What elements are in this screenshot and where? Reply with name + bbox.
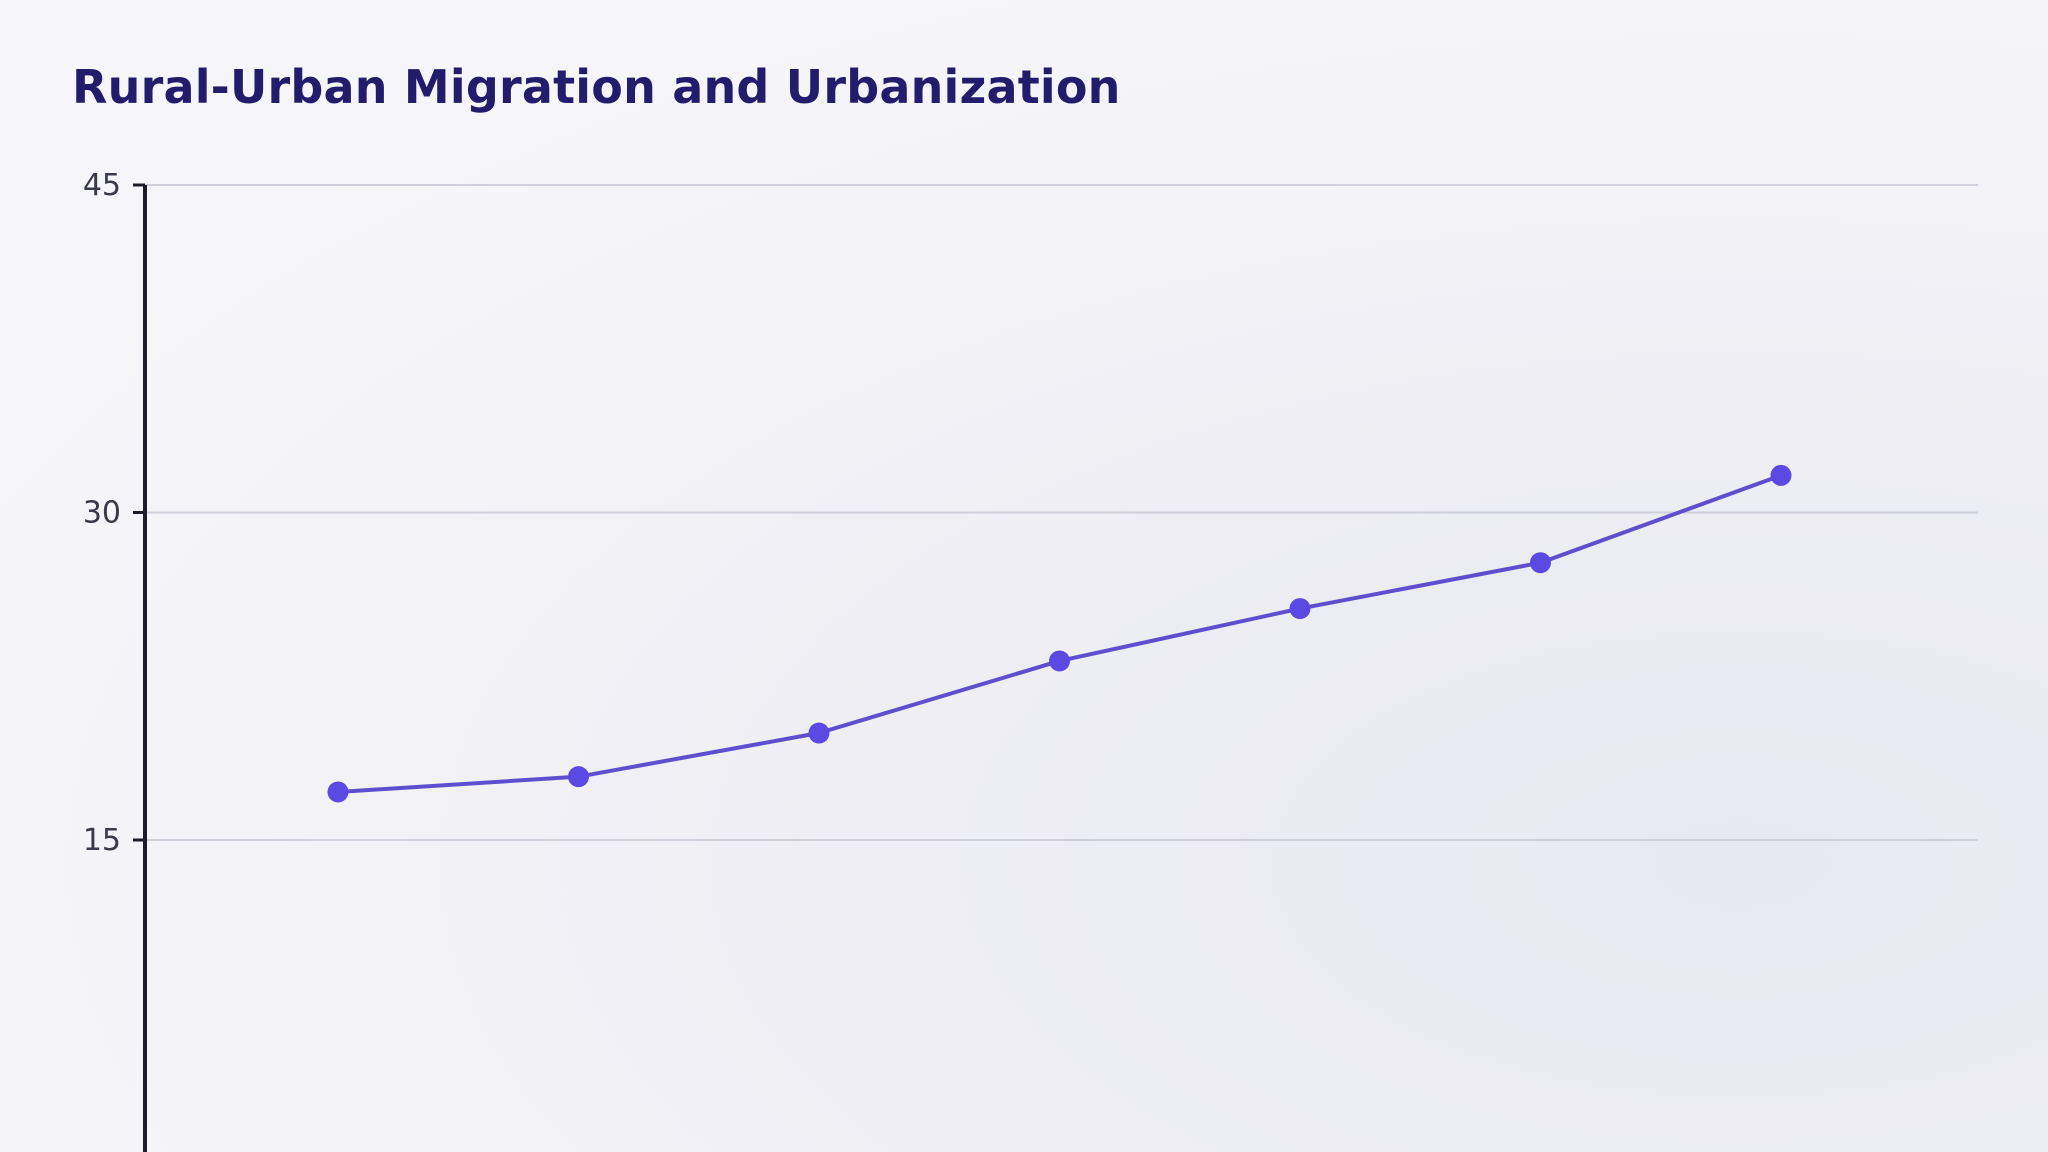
data-point [1049,650,1070,672]
data-point [1289,598,1311,620]
data-point [1770,464,1792,486]
data-point [1530,552,1551,574]
y-tick-label: 15 [83,823,121,858]
y-axis: 15 30 45 [83,168,147,1152]
grid-lines [145,184,1978,841]
data-point [327,781,349,803]
y-tick-label: 30 [83,496,121,531]
data-point [808,722,830,744]
data-point [568,766,589,788]
series-line [336,473,1783,794]
y-tick-label: 45 [83,168,121,203]
chart-title: Rural-Urban Migration and Urbanization [72,60,1121,114]
series [327,464,1792,803]
